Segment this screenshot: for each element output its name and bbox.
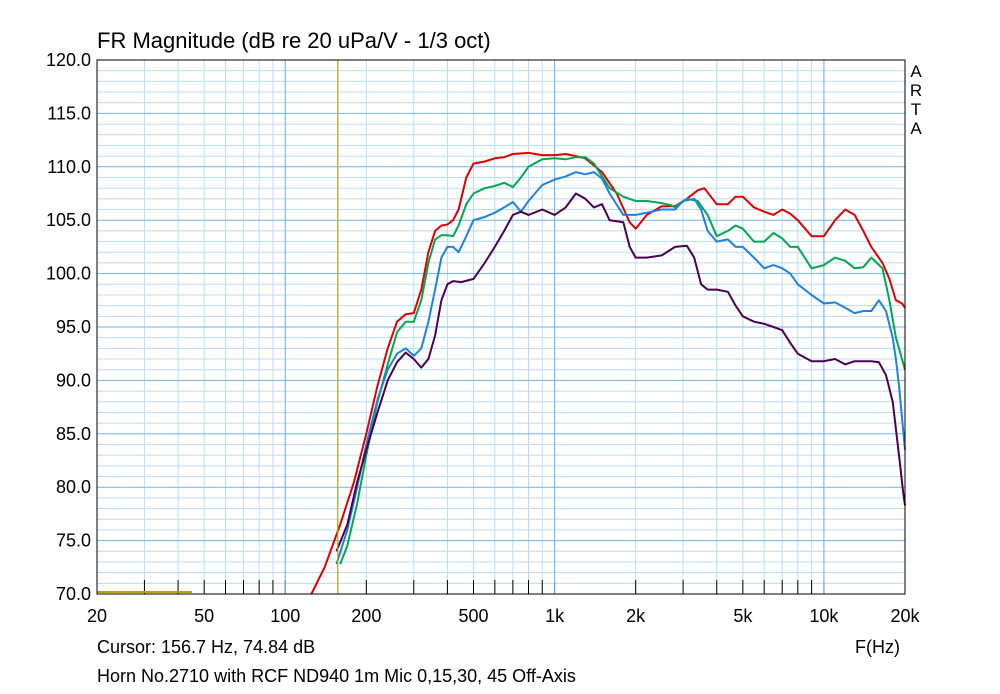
x-tick-labels: 20 50 100 200 500 1k 2k 5k 10k 20k (87, 606, 921, 626)
y-tick-label: 80.0 (56, 477, 91, 497)
major-grid (97, 60, 905, 594)
cursor-marker (97, 60, 339, 594)
chart-title: FR Magnitude (dB re 20 uPa/V - 1/3 oct) (97, 28, 491, 53)
data-series (310, 151, 906, 595)
x-tick-label: 500 (458, 606, 488, 626)
chart-caption: Horn No.2710 with RCF ND940 1m Mic 0,15,… (97, 666, 576, 686)
cursor-readout: Cursor: 156.7 Hz, 74.84 dB (97, 637, 316, 657)
y-tick-label: 70.0 (56, 584, 91, 604)
x-tick-label: 2k (626, 606, 646, 626)
x-tick-label: 50 (194, 606, 214, 626)
brand-letter: T (910, 100, 922, 119)
y-tick-label: 115.0 (47, 103, 91, 123)
y-tick-label: 100.0 (46, 264, 91, 284)
y-tick-label: 95.0 (56, 317, 91, 337)
y-tick-label: 85.0 (56, 424, 91, 444)
y-tick-label: 90.0 (56, 370, 91, 390)
y-tick-labels: 120.0 115.0 110.0 105.0 100.0 95.0 90.0 85.0 80.… (46, 50, 91, 604)
brand-letter: A (910, 119, 922, 138)
x-tick-label: 10k (809, 606, 839, 626)
y-tick-label: 110.0 (47, 157, 91, 177)
x-tick-label: 20k (890, 606, 920, 626)
plot-frame (96, 59, 906, 595)
series-line-blue (335, 171, 906, 565)
series-line-green (339, 156, 906, 565)
series-line-purple (335, 192, 906, 552)
x-axis-unit-label: F(Hz) (855, 637, 900, 657)
y-tick-label: 105.0 (46, 210, 91, 230)
x-tick-label: 5k (733, 606, 753, 626)
y-tick-label: 75.0 (56, 531, 91, 551)
brand-letter: A (910, 62, 922, 81)
x-tick-label: 20 (87, 606, 107, 626)
x-tick-label: 200 (351, 606, 381, 626)
arta-brand: A R T A (908, 62, 924, 138)
y-tick-label: 120.0 (46, 50, 91, 70)
x-tick-label: 100 (270, 606, 300, 626)
x-tick-label: 1k (545, 606, 565, 626)
brand-letter: R (909, 81, 923, 100)
